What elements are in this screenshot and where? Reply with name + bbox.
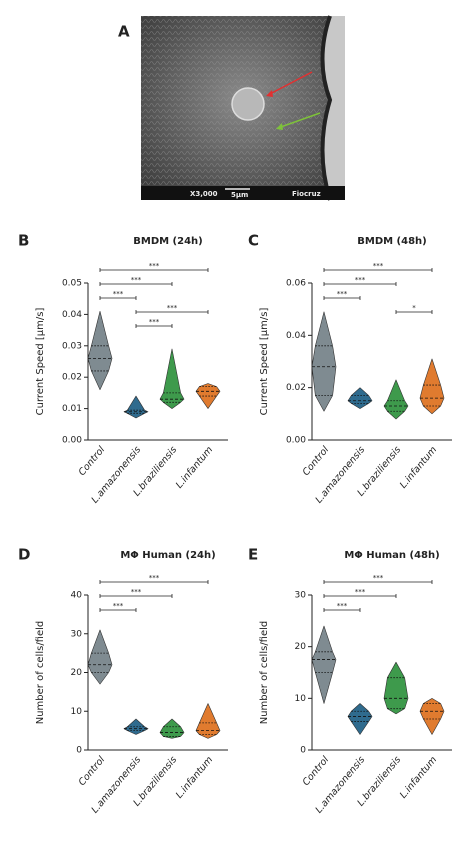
credit: Fiocruz — [292, 190, 321, 198]
y-tick-label: 40 — [71, 591, 83, 601]
y-tick-label: 0.06 — [286, 279, 306, 289]
significance-label: *** — [131, 588, 142, 596]
scale-bar-label: 5μm — [231, 191, 248, 199]
x-tick-label: Control — [77, 754, 108, 788]
y-tick-label: 10 — [71, 707, 83, 717]
y-tick-label: 0.02 — [286, 383, 306, 393]
y-axis-label: Current Speed [μm/s] — [259, 308, 270, 416]
x-tick-label: L.infantum — [398, 754, 439, 800]
y-tick-label: 10 — [295, 694, 307, 704]
y-tick-label: 0.01 — [62, 404, 82, 414]
violin — [123, 395, 149, 419]
y-tick-label: 0 — [300, 746, 306, 756]
violin — [419, 698, 445, 735]
panel-letter: C — [248, 232, 259, 250]
significance-label: *** — [373, 262, 384, 270]
significance-label: *** — [167, 304, 178, 312]
significance-label: *** — [113, 290, 124, 298]
x-tick-label: L.infantum — [398, 444, 439, 490]
y-tick-label: 0.03 — [62, 341, 82, 351]
significance-label: *** — [113, 602, 124, 610]
y-tick-label: 30 — [71, 629, 83, 639]
x-tick-label: Control — [77, 444, 108, 478]
significance-label: *** — [355, 276, 366, 284]
panel-letter: B — [18, 232, 29, 250]
chart-title: BMDM (24h) — [133, 236, 202, 247]
chart-title: MΦ Human (24h) — [120, 550, 215, 561]
violin — [311, 311, 337, 412]
violin — [347, 703, 373, 735]
y-tick-label: 0.04 — [62, 310, 82, 320]
y-tick-label: 30 — [295, 591, 307, 601]
violin — [419, 358, 445, 415]
violin — [383, 661, 409, 715]
y-tick-label: 0.02 — [62, 373, 82, 383]
significance-label: *** — [131, 276, 142, 284]
violin — [159, 348, 185, 409]
chart-title: BMDM (48h) — [357, 236, 426, 247]
y-tick-label: 0 — [76, 746, 82, 756]
panel-letter: D — [18, 546, 30, 564]
significance-label: *** — [149, 318, 160, 326]
violin — [347, 387, 373, 409]
x-tick-label: L.infantum — [174, 444, 215, 490]
x-tick-label: Control — [301, 754, 332, 788]
violin — [383, 379, 409, 420]
significance-label: *** — [337, 602, 348, 610]
y-axis-label: Current Speed [μm/s] — [35, 308, 46, 416]
y-tick-label: 0.00 — [286, 436, 306, 446]
significance-label: *** — [355, 588, 366, 596]
y-tick-label: 0.04 — [286, 331, 306, 341]
violin — [87, 310, 113, 391]
sem-image — [141, 15, 345, 201]
panel-letter: A — [118, 23, 130, 41]
significance-label: * — [412, 304, 416, 312]
panel-letter: E — [248, 546, 258, 564]
violin — [195, 703, 221, 739]
x-tick-label: L.infantum — [174, 754, 215, 800]
significance-label: *** — [149, 574, 160, 582]
violin — [87, 629, 113, 685]
violin — [123, 718, 149, 735]
violin — [195, 383, 221, 409]
chart-title: MΦ Human (48h) — [344, 550, 439, 561]
y-axis-label: Number of cells/field — [259, 621, 270, 725]
y-tick-label: 20 — [71, 668, 83, 678]
y-tick-label: 20 — [295, 642, 307, 652]
violin — [159, 718, 185, 739]
y-axis-label: Number of cells/field — [35, 621, 46, 725]
x-tick-label: Control — [301, 444, 332, 478]
magnification: X3,000 — [190, 190, 218, 198]
y-tick-label: 0.00 — [62, 436, 82, 446]
significance-label: *** — [149, 262, 160, 270]
significance-label: *** — [373, 574, 384, 582]
violin — [311, 625, 337, 704]
significance-label: *** — [337, 290, 348, 298]
y-tick-label: 0.05 — [62, 279, 82, 289]
